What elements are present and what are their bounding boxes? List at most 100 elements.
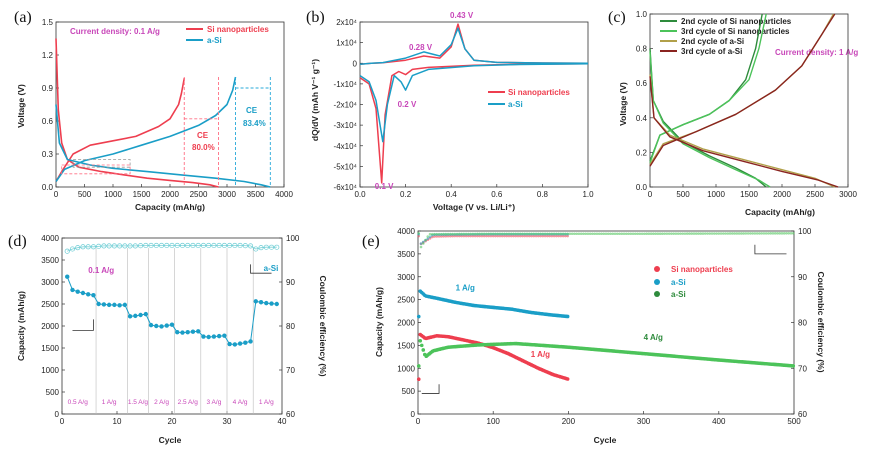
- efficiency-point-2-e: [728, 232, 732, 235]
- chart-panel-e: Capacity (mAh/g) Coulombic efficiency (%…: [374, 227, 826, 445]
- efficiency-point-2-e: [629, 232, 633, 236]
- efficiency-point-0-e: [539, 234, 542, 238]
- efficiency-point-2-e: [566, 232, 569, 236]
- efficiency-point-0-e: [498, 234, 502, 238]
- rate-label-d: 2.5 A/g: [178, 399, 199, 406]
- x-tick-label-e: 300: [637, 417, 651, 426]
- efficiency-point-2-e: [785, 232, 788, 235]
- efficiency-point-d: [69, 246, 76, 252]
- efficiency-point-d: [127, 243, 133, 249]
- rate-label-d: 2 A/g: [154, 399, 169, 406]
- legend-label-asi-a: a-Si: [207, 36, 222, 45]
- capacity-point-d: [211, 334, 217, 339]
- panel-letter-b: (b): [306, 9, 325, 26]
- capacity-point-d: [154, 323, 159, 329]
- xlabel-e: Cycle: [594, 435, 617, 445]
- x-tick-label-a: 2000: [161, 190, 179, 199]
- x-tick-label-c: 1000: [707, 190, 725, 199]
- efficiency-point-d: [195, 242, 201, 249]
- efficiency-point-2-e: [670, 232, 673, 235]
- capacity-point-d: [169, 322, 175, 327]
- annotation-rate-0-1-d: 0.1 A/g: [88, 266, 114, 275]
- efficiency-point-2-e: [478, 232, 481, 236]
- legend-label-c-3: 3rd cycle of a-Si: [681, 47, 742, 56]
- efficiency-point-2-e: [476, 232, 479, 236]
- efficiency-point-0-e: [435, 235, 439, 238]
- efficiency-point-2-e: [541, 232, 545, 236]
- x-tick-label-e: 100: [487, 417, 501, 426]
- capacity-point-1-e: [416, 314, 421, 319]
- peak-label-b: 0.1 V: [375, 182, 394, 191]
- y2label-e: Coulombic efficiency (%): [816, 271, 826, 372]
- x-tick-label-d: 40: [278, 417, 287, 426]
- efficiency-point-2-e: [494, 232, 497, 236]
- rate-label-d: 1 A/g: [259, 399, 274, 406]
- y-tick-label-d: 1500: [41, 344, 59, 353]
- y2-tick-label-d: 80: [286, 322, 295, 331]
- efficiency-point-2-e: [699, 232, 703, 235]
- efficiency-point-2-e: [791, 231, 795, 235]
- y-tick-label-b: 0: [353, 59, 358, 68]
- y-tick-label-a: 1.2: [42, 51, 54, 60]
- efficiency-point-d: [232, 242, 238, 249]
- y2-tick-label-d: 70: [286, 366, 295, 375]
- efficiency-point-2-e: [453, 232, 457, 236]
- legend-marker-e-2: [654, 291, 660, 297]
- capacity-point-d: [96, 301, 101, 307]
- capacity-point-d: [237, 341, 243, 346]
- efficiency-point-2-e: [543, 232, 547, 236]
- y-tick-label-e: 500: [402, 387, 416, 396]
- efficiency-point-2-e: [656, 232, 660, 236]
- efficiency-point-2-e: [467, 232, 470, 236]
- efficiency-point-2-e: [667, 232, 671, 235]
- panel-letter-c: (c): [608, 9, 626, 26]
- efficiency-point-0-e: [417, 234, 421, 238]
- xlabel-c: Capacity (mAh/g): [745, 207, 815, 217]
- x-tick-label-c: 1500: [740, 190, 758, 199]
- y-tick-label-e: 3500: [397, 250, 415, 259]
- efficiency-point-2-e: [600, 232, 603, 236]
- discharge-curve-2-c: [649, 74, 836, 188]
- x-tick-label-a: 0: [54, 190, 59, 199]
- capacity-point-d: [258, 300, 264, 305]
- efficiency-point-2-e: [559, 232, 563, 236]
- y-tick-label-b: -1x10⁴: [334, 80, 358, 89]
- efficiency-point-2-e: [462, 232, 466, 236]
- capacity-point-d: [91, 293, 96, 298]
- efficiency-point-2-e: [505, 232, 509, 236]
- capacity-point-d: [227, 341, 232, 347]
- efficiency-point-2-e: [663, 232, 666, 235]
- efficiency-point-d: [190, 242, 196, 249]
- efficiency-point-0-e: [537, 234, 540, 238]
- efficiency-point-2-e: [550, 232, 554, 236]
- efficiency-point-2-e: [503, 232, 506, 236]
- efficiency-point-0-e: [507, 234, 511, 238]
- efficiency-point-2-e: [778, 232, 782, 235]
- capacity-point-d: [253, 299, 259, 304]
- efficiency-point-2-e: [773, 232, 777, 235]
- efficiency-point-d: [132, 243, 138, 249]
- capacity-point-d: [195, 329, 201, 334]
- ylabel-e: Capacity (mAh/g): [374, 287, 384, 357]
- legend-marker-e-0: [654, 266, 660, 272]
- efficiency-point-2-e: [525, 232, 529, 236]
- capacity-point-d: [80, 290, 86, 296]
- efficiency-point-2-e: [507, 232, 511, 236]
- plot-frame-b: [359, 21, 589, 188]
- efficiency-point-2-e: [654, 232, 657, 236]
- efficiency-point-2-e: [591, 232, 594, 236]
- efficiency-point-d: [64, 248, 70, 254]
- efficiency-point-2-e: [491, 232, 495, 236]
- efficiency-point-2-e: [694, 232, 698, 235]
- efficiency-point-2-e: [584, 232, 587, 236]
- efficiency-point-0-e: [489, 234, 493, 238]
- efficiency-point-d: [268, 244, 275, 250]
- xlabel-d: Cycle: [159, 435, 182, 445]
- efficiency-point-2-e: [755, 232, 759, 235]
- capacity-point-0-e: [565, 377, 570, 381]
- efficiency-point-2-e: [776, 232, 779, 235]
- efficiency-point-2-e: [512, 232, 515, 236]
- x-tick-label-b: 0.0: [354, 190, 366, 199]
- charge-curve-1-a: [55, 76, 237, 182]
- efficiency-point-2-e: [789, 231, 793, 235]
